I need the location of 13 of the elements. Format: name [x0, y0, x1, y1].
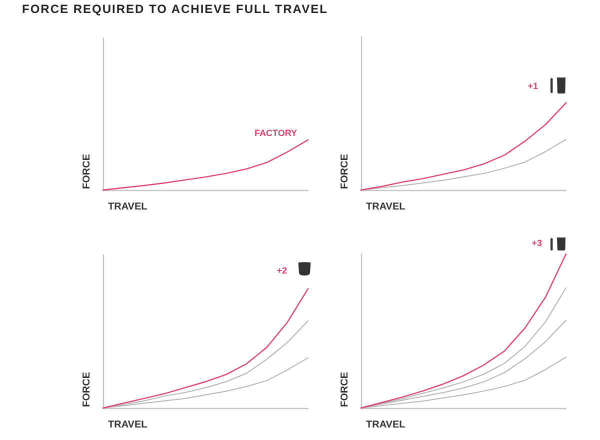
- series-label: FACTORY: [254, 128, 297, 138]
- x-axis-title: TRAVEL: [366, 202, 406, 212]
- y-axis-title: FORCE: [340, 372, 350, 407]
- x-axis-title: TRAVEL: [366, 420, 406, 430]
- y-axis-title: FORCE: [82, 372, 92, 407]
- text: +2: [276, 266, 287, 276]
- y-axis-title: FORCE: [82, 154, 92, 189]
- text: +3: [532, 238, 542, 248]
- text: +1: [528, 80, 538, 91]
- chart-title: FORCE REQUIRED TO ACHIEVE FULL TRAVEL: [22, 2, 328, 16]
- x-axis-title: TRAVEL: [108, 420, 148, 430]
- x-axis-title: TRAVEL: [108, 202, 148, 212]
- y-axis-title: FORCE: [340, 154, 350, 189]
